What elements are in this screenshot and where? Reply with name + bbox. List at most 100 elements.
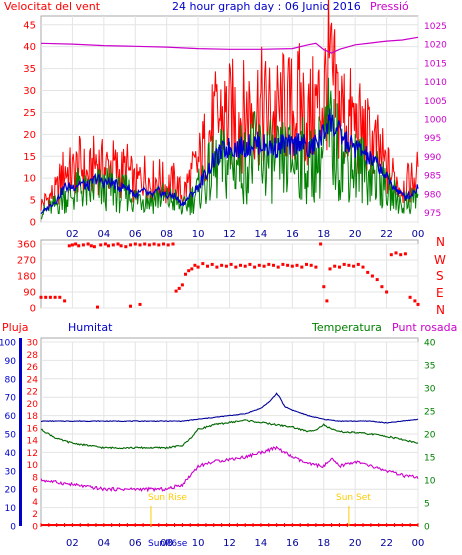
wind-direction-point [210, 262, 214, 266]
wind-direction-point [394, 251, 398, 255]
rain-y-tick-label: 26 [27, 363, 39, 373]
compass-label: N [436, 303, 445, 317]
wind-y-tick-label: 20 [23, 130, 36, 141]
pressure-y-tick-label: 1020 [424, 41, 447, 51]
wind-direction-point [239, 263, 242, 267]
wind-x-tick-label: 02 [66, 229, 79, 240]
wind-direction-point [124, 245, 128, 249]
wind-y-tick-label: 0 [30, 218, 36, 229]
pressure-y-tick-label: 1005 [424, 97, 447, 107]
humidity-x-tick-label: 16 [286, 538, 299, 549]
wind-y-tick-label: 10 [23, 174, 36, 185]
wind-direction-point [116, 242, 120, 246]
wind-y-tick-label: 15 [23, 152, 36, 163]
wind-x-tick-label: 00 [412, 229, 425, 240]
wind-direction-point [99, 243, 103, 247]
wind-direction-point [53, 295, 57, 299]
wind-direction-point [129, 243, 132, 247]
humidity-x-tick-label: 10 [192, 538, 205, 549]
temperature-y-tick-label: 35 [424, 362, 435, 372]
wind-direction-point [243, 264, 247, 268]
wind-direction-point [184, 272, 187, 276]
temperature-y-tick-label: 0 [424, 523, 430, 533]
wind-direction-point [193, 263, 197, 267]
humidity-x-tick-label: 06 [129, 538, 142, 549]
wind-y-tick-label: 30 [23, 86, 36, 97]
wind-direction-point [290, 264, 294, 268]
wind-x-tick-label: 16 [286, 229, 299, 240]
wind-direction-point [67, 244, 71, 248]
wind-direction-point [103, 242, 107, 246]
wind-direction-point [333, 264, 337, 268]
wind-direction-point [319, 242, 323, 246]
wind-direction-point [389, 253, 393, 257]
wind-direction-point [147, 243, 151, 247]
direction-y-tick-label: 90 [23, 288, 36, 299]
humidity-x-tick-label: 18 [317, 538, 330, 549]
rain-y-tick-label: 24 [27, 375, 39, 385]
wind-y-tick-label: 35 [23, 64, 36, 75]
dewpoint-series [40, 445, 419, 493]
wind-direction-point [272, 263, 275, 267]
rain-label: Pluja [2, 321, 28, 334]
humidity-x-tick-label: 02 [66, 538, 79, 549]
pressure-y-tick-label: 1025 [424, 22, 447, 32]
temperature-y-tick-label: 30 [424, 385, 436, 395]
wind-direction-point [174, 289, 178, 293]
wind-direction-point [375, 278, 379, 282]
compass-label: S [436, 269, 444, 283]
humidity-x-tick-label: 12 [223, 538, 236, 549]
wind-direction-point [234, 265, 238, 269]
gridlines [41, 16, 419, 527]
wind-direction-point [190, 267, 194, 271]
humidity-axis-bar [19, 338, 22, 526]
humidity-y-tick-label: 50 [5, 431, 17, 441]
wind-direction-point [347, 263, 351, 267]
direction-y-tick-label: 180 [17, 272, 36, 283]
wind-direction-point [408, 295, 412, 299]
humidity-x-tick-label: 14 [255, 538, 268, 549]
humidity-y-tick-label: 80 [5, 375, 17, 385]
graph-day-title: 24 hour graph day : 06 Junio 2016 [172, 0, 361, 13]
sunrise-time-label: SunR6se [148, 539, 188, 549]
wind-direction-point [196, 265, 200, 269]
wind-direction-point [305, 262, 308, 266]
temperature-y-tick-label: 10 [424, 477, 436, 487]
temperature-y-tick-label: 15 [424, 454, 435, 464]
wind-y-tick-label: 25 [23, 108, 36, 119]
rain-y-tick-label: 2 [32, 510, 38, 520]
wind-x-tick-label: 14 [255, 229, 268, 240]
humidity-y-tick-label: 30 [5, 467, 17, 477]
wind-y-tick-label: 5 [30, 196, 36, 207]
wind-direction-point [253, 265, 257, 269]
rain-y-tick-label: 0 [32, 523, 38, 533]
wind-direction-point [74, 242, 78, 246]
wind-direction-point [187, 269, 191, 273]
compass-label: N [436, 235, 445, 249]
wind-direction-point [138, 302, 142, 306]
pressure-y-tick-label: 975 [424, 209, 441, 219]
wind-direction-point [201, 262, 205, 266]
wind-direction-point [370, 274, 374, 278]
wind-direction-point [399, 253, 403, 257]
wind-direction-point [281, 262, 285, 266]
wind-direction-point [81, 243, 85, 247]
wind-direction-point [92, 245, 96, 249]
temperature-y-tick-label: 5 [424, 500, 430, 510]
wind-direction-point [58, 295, 62, 299]
humidity-y-tick-label: 70 [5, 394, 17, 404]
wind-x-tick-label: 10 [192, 229, 205, 240]
wind-direction-point [86, 242, 90, 246]
temperature-y-tick-label: 20 [424, 431, 436, 441]
direction-y-tick-label: 0 [30, 304, 36, 315]
wind-direction-point [162, 242, 165, 246]
wind-direction-point [314, 265, 318, 269]
wind-direction-point [322, 285, 326, 289]
wind-direction-point [267, 262, 271, 266]
wind-direction-point [129, 304, 132, 308]
wind-direction-point [48, 295, 52, 299]
pressure-title: Pressió [370, 0, 409, 13]
wind-direction-point [96, 305, 99, 309]
wind-direction-point [215, 265, 219, 269]
